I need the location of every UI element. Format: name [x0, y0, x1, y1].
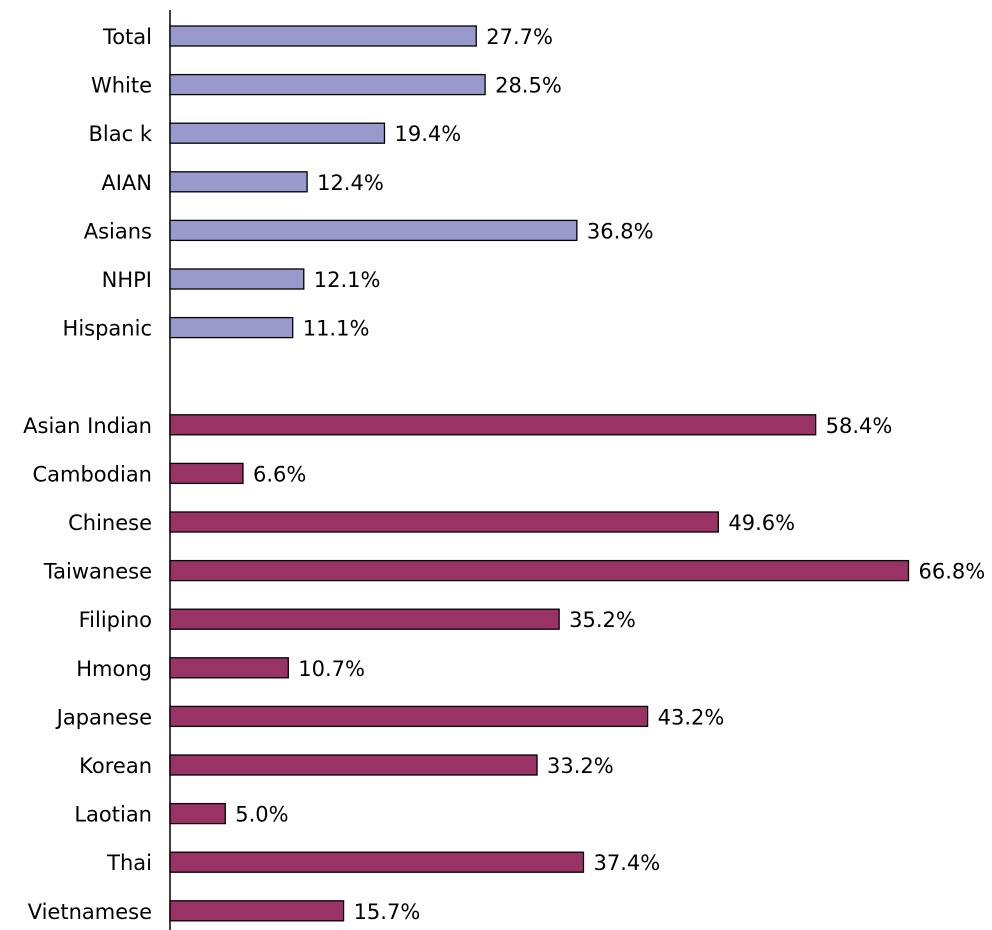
bar — [169, 559, 910, 582]
value-label: 49.6% — [728, 511, 795, 535]
value-label: 58.4% — [826, 414, 893, 438]
category-label: Hmong — [76, 657, 152, 681]
bar — [169, 511, 720, 533]
category-label: AIAN — [101, 171, 152, 195]
value-label: 35.2% — [569, 608, 636, 632]
category-label: Cambodian — [32, 462, 152, 486]
bar — [169, 25, 477, 47]
value-label: 19.4% — [394, 122, 461, 146]
category-label: Laotian — [74, 803, 152, 827]
value-label: 27.7% — [486, 25, 553, 49]
category-label: Blac k — [89, 122, 153, 146]
value-label: 6.6% — [253, 462, 306, 486]
category-label: Vietnamese — [28, 900, 152, 924]
value-label: 43.2% — [658, 705, 725, 729]
bar — [169, 851, 585, 873]
category-label: Hispanic — [63, 317, 152, 341]
value-label: 33.2% — [547, 754, 614, 778]
bar — [169, 171, 308, 193]
category-label: NHPI — [102, 268, 152, 292]
value-label: 66.8% — [919, 560, 986, 584]
category-label: Korean — [79, 754, 152, 778]
category-label: Filipino — [79, 608, 152, 632]
bar — [169, 462, 244, 485]
value-label: 15.7% — [354, 900, 421, 924]
category-label: Japanese — [55, 705, 152, 729]
value-label: 12.1% — [314, 268, 381, 292]
value-label: 10.7% — [298, 657, 365, 681]
category-label: White — [91, 74, 152, 98]
bar — [169, 268, 305, 290]
category-label: Thai — [106, 851, 152, 875]
bar — [169, 73, 486, 96]
bar — [169, 900, 345, 922]
value-label: 28.5% — [495, 74, 562, 98]
bar — [169, 705, 649, 728]
bar — [169, 316, 294, 339]
category-label: Asian Indian — [23, 414, 152, 438]
bar — [169, 802, 226, 825]
bar — [169, 219, 578, 242]
value-label: 11.1% — [303, 317, 370, 341]
value-label: 12.4% — [317, 171, 384, 195]
value-label: 37.4% — [593, 851, 660, 875]
value-label: 5.0% — [235, 803, 288, 827]
bar — [169, 122, 386, 144]
value-label: 36.8% — [587, 219, 654, 243]
bar — [169, 754, 538, 776]
bar — [169, 414, 817, 436]
category-label: Chinese — [68, 511, 152, 535]
category-label: Total — [102, 25, 152, 49]
bar — [169, 657, 289, 679]
bar — [169, 608, 560, 630]
category-label: Taiwanese — [43, 560, 152, 584]
category-label: Asians — [84, 219, 152, 243]
